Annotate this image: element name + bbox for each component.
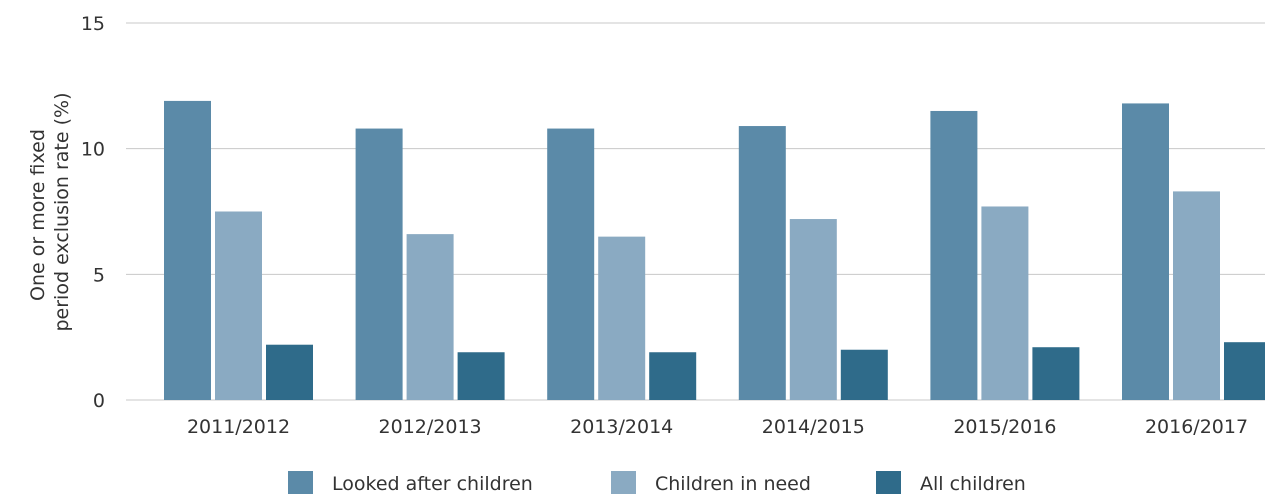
legend-swatch — [876, 471, 901, 494]
bar — [406, 234, 454, 400]
x-tick-label: 2016/2017 — [1145, 416, 1248, 438]
legend-swatch — [611, 471, 636, 494]
x-tick-label: 2015/2016 — [953, 416, 1056, 438]
bar — [789, 219, 837, 400]
legend-label: All children — [920, 473, 1026, 495]
bar — [598, 236, 646, 400]
bar — [1122, 103, 1169, 400]
legend-label: Children in need — [655, 473, 811, 495]
y-tick-label: 10 — [81, 139, 105, 161]
bar — [215, 211, 262, 400]
bar — [266, 344, 313, 400]
bar — [981, 206, 1029, 400]
bar — [457, 352, 505, 400]
bar — [1173, 191, 1220, 400]
x-axis-ticks: 2011/2012 2012/2013 2013/2014 2014/2015 2015… — [187, 416, 1248, 438]
grid-lines — [126, 22, 1265, 401]
y-tick-label: 15 — [81, 13, 105, 35]
bar — [1224, 342, 1265, 400]
y-axis-label-line-2: period exclusion rate (%) — [51, 93, 73, 332]
y-axis-ticks: 0 5 10 15 — [81, 13, 105, 412]
bar — [355, 128, 403, 400]
bars — [164, 100, 1265, 401]
legend: Looked after children Children in need All… — [288, 471, 1026, 495]
x-tick-label: 2011/2012 — [187, 416, 290, 438]
legend-swatch — [288, 471, 313, 494]
x-tick-label: 2013/2014 — [570, 416, 673, 438]
bar — [649, 352, 697, 400]
x-tick-label: 2012/2013 — [379, 416, 482, 438]
y-axis-label-line-1: One or more fixed — [27, 129, 49, 301]
legend-label: Looked after children — [332, 473, 533, 495]
bar — [1032, 347, 1080, 400]
y-axis-label: One or more fixed period exclusion rate … — [27, 93, 73, 332]
y-tick-label: 0 — [93, 390, 105, 412]
y-tick-label: 5 — [93, 264, 105, 286]
bar — [547, 128, 595, 400]
bar — [164, 100, 211, 400]
x-tick-label: 2014/2015 — [762, 416, 865, 438]
bar — [840, 349, 888, 400]
bar — [930, 110, 978, 400]
bar — [738, 126, 786, 401]
